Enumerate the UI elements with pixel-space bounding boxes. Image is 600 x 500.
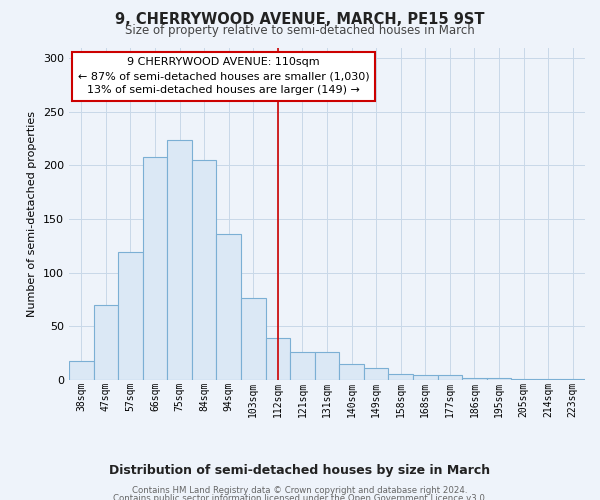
Bar — [94, 305, 118, 380]
Bar — [266, 338, 290, 380]
Bar — [536, 379, 560, 380]
Bar — [511, 379, 536, 380]
Bar — [487, 378, 511, 380]
Bar — [241, 298, 266, 380]
Text: Contains public sector information licensed under the Open Government Licence v3: Contains public sector information licen… — [113, 494, 487, 500]
Bar — [192, 160, 217, 380]
Bar — [560, 379, 585, 380]
Bar — [462, 378, 487, 380]
Bar — [69, 360, 94, 380]
Bar — [388, 374, 413, 380]
Bar — [437, 374, 462, 380]
Bar — [315, 352, 339, 380]
Bar — [217, 234, 241, 380]
Text: Size of property relative to semi-detached houses in March: Size of property relative to semi-detach… — [125, 24, 475, 37]
Y-axis label: Number of semi-detached properties: Number of semi-detached properties — [28, 111, 37, 317]
Text: Contains HM Land Registry data © Crown copyright and database right 2024.: Contains HM Land Registry data © Crown c… — [132, 486, 468, 495]
Bar — [339, 364, 364, 380]
Bar — [143, 157, 167, 380]
Bar — [364, 368, 388, 380]
Bar — [167, 140, 192, 380]
Bar — [118, 252, 143, 380]
Text: Distribution of semi-detached houses by size in March: Distribution of semi-detached houses by … — [109, 464, 491, 477]
Text: 9, CHERRYWOOD AVENUE, MARCH, PE15 9ST: 9, CHERRYWOOD AVENUE, MARCH, PE15 9ST — [115, 12, 485, 28]
Bar — [290, 352, 315, 380]
Bar — [413, 374, 437, 380]
Text: 9 CHERRYWOOD AVENUE: 110sqm
← 87% of semi-detached houses are smaller (1,030)
13: 9 CHERRYWOOD AVENUE: 110sqm ← 87% of sem… — [78, 58, 370, 96]
